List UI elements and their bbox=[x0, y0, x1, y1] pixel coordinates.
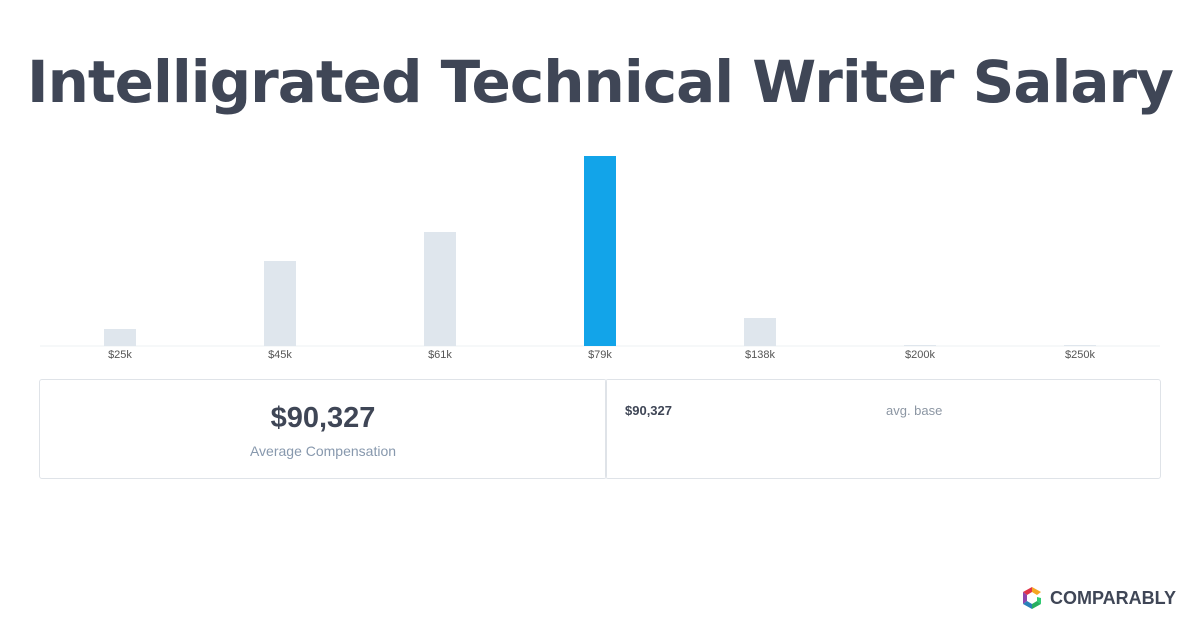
summary-label: Average Compensation bbox=[249, 443, 397, 459]
summary-value: $90,327 bbox=[270, 402, 376, 434]
x-tick-label: $61k bbox=[428, 349, 452, 361]
chart-title: Intelligrated Technical Writer Salary bbox=[27, 48, 1174, 116]
x-tick-label: $25k bbox=[108, 349, 132, 361]
brand: COMPARABLY bbox=[1020, 586, 1176, 610]
breakdown-label: avg. base bbox=[886, 403, 943, 418]
breakdown-value: $90,327 bbox=[625, 403, 672, 418]
x-tick-label: $45k bbox=[268, 349, 292, 361]
x-tick-label: $250k bbox=[1065, 349, 1095, 361]
summary-card: $90,327 Average Compensation bbox=[39, 379, 607, 479]
brand-logo bbox=[1023, 587, 1041, 609]
bar bbox=[744, 318, 776, 346]
brand-name: COMPARABLY bbox=[1050, 587, 1177, 608]
chart: $25k $45k $61k $79k $138k $200k $250k bbox=[40, 156, 1160, 361]
bar bbox=[1064, 345, 1096, 346]
x-tick-label: $200k bbox=[905, 349, 935, 361]
bar bbox=[264, 261, 296, 346]
x-tick-label: $138k bbox=[745, 349, 775, 361]
breakdown-card: $90,327 avg. base bbox=[605, 379, 1161, 479]
bar bbox=[104, 329, 136, 346]
bar bbox=[584, 156, 616, 346]
bar bbox=[904, 345, 936, 346]
x-tick-label: $79k bbox=[588, 349, 612, 361]
bar bbox=[424, 232, 456, 346]
